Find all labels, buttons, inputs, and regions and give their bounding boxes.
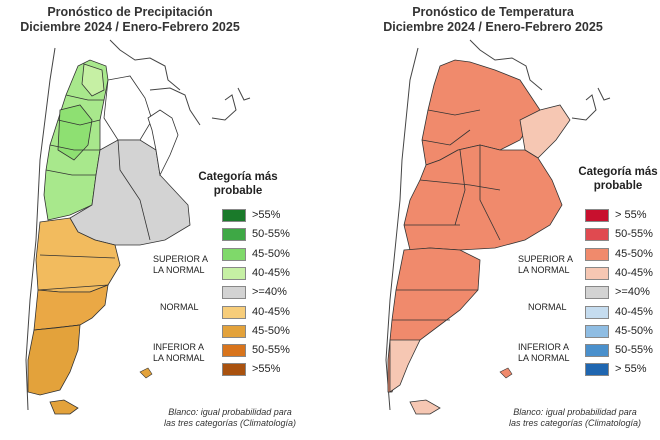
precipitation-map	[25, 39, 251, 415]
legend-label: 40-45%	[615, 305, 653, 318]
legend-swatch	[585, 305, 609, 319]
temperature-category-superior: SUPERIOR A LA NORMAL	[518, 254, 573, 275]
precipitation-title-line1: Pronóstico de Precipitación	[47, 5, 213, 19]
legend-swatch	[222, 286, 246, 300]
precipitation-footnote-line2: las tres categorías (Climatología)	[163, 418, 297, 428]
legend-label: 50-55%	[615, 228, 653, 241]
neighbor-borders-temp	[385, 39, 611, 411]
legend-label: 40-45%	[615, 266, 653, 279]
legend-label: 40-45%	[252, 305, 290, 318]
legend-swatch	[222, 344, 246, 358]
legend-label: > 55%	[615, 209, 647, 221]
legend-label: >=40%	[615, 286, 650, 299]
legend-label: 50-55%	[252, 228, 290, 241]
region-northwest-dark	[57, 104, 93, 161]
neighbor-borders	[25, 39, 251, 411]
precipitation-category-normal: NORMAL	[160, 302, 199, 312]
legend-swatch	[222, 228, 246, 242]
legend-swatch	[585, 363, 609, 377]
legend-swatch	[222, 266, 246, 280]
temperature-legend-title-line1: Categoría más	[578, 166, 658, 178]
islands-temp	[499, 367, 513, 379]
temp-region-tierra-del-fuego	[409, 399, 441, 415]
legend-swatch	[585, 209, 609, 222]
region-patagonia-north	[35, 217, 121, 293]
temperature-footnote-line2: las tres categorías (Climatología)	[508, 418, 642, 428]
legend-swatch	[585, 324, 609, 338]
region-tierra-del-fuego	[49, 399, 79, 415]
precipitation-footnote-line1: Blanco: igual probabilidad para	[168, 407, 292, 417]
legend-swatch	[585, 286, 609, 300]
legend-swatch	[222, 247, 246, 261]
region-northeast-white	[103, 75, 153, 141]
legend-label: >55%	[252, 363, 281, 376]
legend-swatch	[585, 266, 609, 280]
precipitation-panel: Pronóstico de Precipitación Diciembre 20…	[5, 5, 330, 429]
temp-region-south-light	[389, 339, 421, 393]
temperature-title-line2: Diciembre 2024 / Enero-Febrero 2025	[383, 20, 603, 34]
temperature-title: Pronóstico de Temperatura Diciembre 2024…	[368, 5, 618, 35]
legend-label: 45-50%	[615, 247, 653, 260]
legend-swatch	[585, 344, 609, 358]
region-mesopotamia-white	[147, 109, 179, 177]
legend-swatch	[222, 305, 246, 319]
temperature-legend-title: Categoría más probable	[570, 165, 660, 193]
temperature-title-line1: Pronóstico de Temperatura	[412, 5, 574, 19]
precipitation-legend-title-line2: probable	[213, 185, 263, 197]
argentina-regions	[27, 59, 191, 415]
legend-swatch	[585, 228, 609, 242]
precipitation-legend-title-line1: Categoría más	[198, 171, 278, 183]
precipitation-title: Pronóstico de Precipitación Diciembre 20…	[5, 5, 255, 35]
legend-label: 40-45%	[252, 266, 290, 279]
precipitation-legend-title: Categoría más probable	[190, 170, 286, 198]
legend-label: >=40%	[252, 286, 287, 299]
region-patagonia-central	[33, 284, 109, 331]
legend-label: 50-55%	[252, 344, 290, 357]
region-center-gray	[69, 139, 191, 246]
precipitation-title-line2: Diciembre 2024 / Enero-Febrero 2025	[20, 20, 240, 34]
region-northwest-light	[81, 63, 105, 97]
islands	[139, 367, 153, 379]
legend-label: 45-50%	[252, 247, 290, 260]
legend-label: 45-50%	[615, 324, 653, 337]
temperature-footnote-line1: Blanco: igual probabilidad para	[513, 407, 637, 417]
legend-swatch	[222, 363, 246, 377]
legend-label: >55%	[252, 209, 281, 221]
argentina-regions-temp	[387, 59, 571, 415]
precipitation-footnote: Blanco: igual probabilidad para las tres…	[130, 407, 330, 429]
legend-label: > 55%	[615, 363, 647, 376]
legend-label: 50-55%	[615, 344, 653, 357]
legend-swatch	[585, 247, 609, 261]
temperature-map	[385, 39, 611, 415]
region-patagonia-south	[27, 324, 81, 396]
legend-swatch	[222, 209, 246, 222]
precipitation-category-superior: SUPERIOR A LA NORMAL	[153, 254, 208, 275]
precipitation-category-inferior: INFERIOR A LA NORMAL	[153, 342, 205, 363]
temperature-legend-title-line2: probable	[593, 180, 643, 192]
legend-swatch	[222, 324, 246, 338]
temperature-footnote: Blanco: igual probabilidad para las tres…	[490, 407, 660, 429]
temperature-panel: Pronóstico de Temperatura Diciembre 2024…	[330, 0, 660, 440]
temperature-category-inferior: INFERIOR A LA NORMAL	[518, 342, 570, 363]
legend-label: 45-50%	[252, 324, 290, 337]
temperature-category-normal: NORMAL	[528, 302, 567, 312]
